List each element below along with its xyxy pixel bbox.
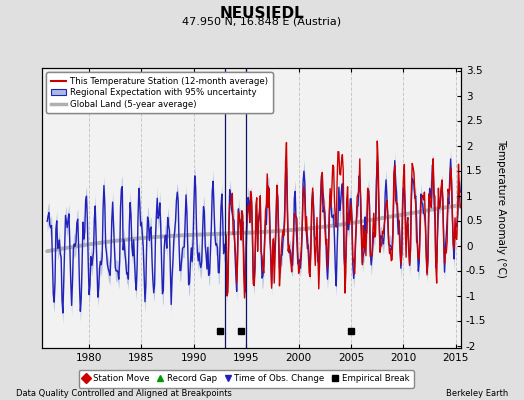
Text: 47.950 N, 16.848 E (Austria): 47.950 N, 16.848 E (Austria) [182,16,342,26]
Legend: Station Move, Record Gap, Time of Obs. Change, Empirical Break: Station Move, Record Gap, Time of Obs. C… [79,370,414,388]
Text: Data Quality Controlled and Aligned at Breakpoints: Data Quality Controlled and Aligned at B… [16,389,232,398]
Y-axis label: Temperature Anomaly (°C): Temperature Anomaly (°C) [496,138,506,278]
Text: Berkeley Earth: Berkeley Earth [446,389,508,398]
Text: NEUSIEDL: NEUSIEDL [220,6,304,21]
Legend: This Temperature Station (12-month average), Regional Expectation with 95% uncer: This Temperature Station (12-month avera… [46,72,272,113]
